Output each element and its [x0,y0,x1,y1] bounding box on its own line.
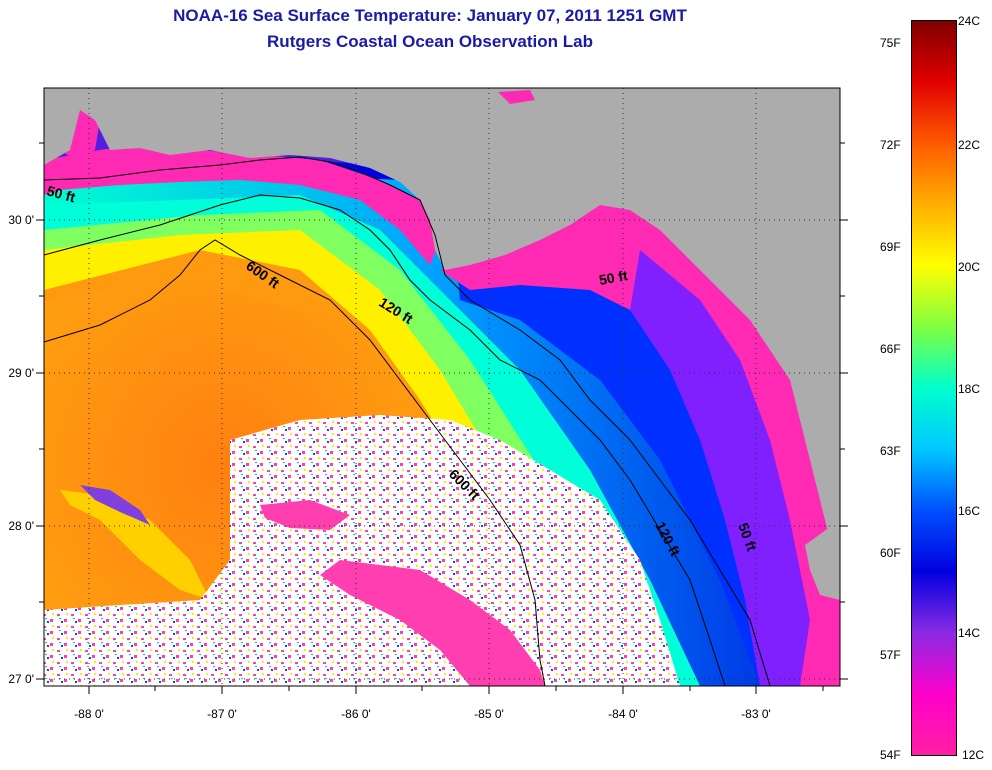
contour-120ft [43,194,726,687]
depth-contours [43,156,771,687]
lon-label-86: -86 0' [341,707,371,721]
contour-label-50ft-west: 50 ft [45,182,77,205]
lat-label-27: 27 0' [8,672,34,686]
cb-f-69: 69F [880,240,901,254]
land [44,88,840,600]
map-subtitle: Rutgers Coastal Ocean Observation Lab [267,32,593,51]
lon-label-88: -88 0' [74,707,104,721]
colorbar [911,20,957,756]
cb-f-66: 66F [880,342,901,356]
cb-f-60: 60F [880,546,901,560]
cb-c-20: 20C [958,260,981,274]
axis-ticks [36,142,848,694]
cb-f-54: 54F [880,748,901,762]
cb-f-75: 75F [880,36,901,50]
lon-label-85: -85 0' [474,707,504,721]
lat-label-30: 30 0' [8,213,34,227]
cb-c-22: 22C [958,138,981,152]
cb-f-72: 72F [880,138,901,152]
map-title: NOAA-16 Sea Surface Temperature: January… [173,6,687,25]
cb-c-24: 24C [958,14,981,28]
lat-label-29: 29 0' [8,366,34,380]
cb-c-12: 12C [962,748,985,762]
cb-f-63: 63F [880,444,901,458]
cb-f-57: 57F [880,648,901,662]
contour-50ft [43,156,771,687]
contour-600ft [43,239,546,687]
lon-label-84: -84 0' [608,707,638,721]
map-frame [43,87,841,687]
contour-label-50ft-north: 50 ft [598,267,629,288]
lat-label-28: 28 0' [8,519,34,533]
cb-c-18: 18C [958,382,981,396]
lon-label-83: -83 0' [741,707,771,721]
cb-c-16: 16C [958,504,981,518]
lon-label-87: -87 0' [207,707,237,721]
cb-c-14: 14C [958,626,981,640]
